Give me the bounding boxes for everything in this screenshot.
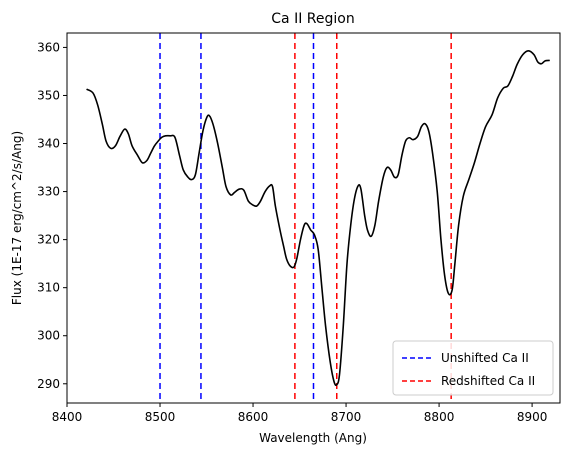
y-tick-label: 300 — [37, 329, 60, 343]
x-tick-label: 8400 — [52, 410, 83, 424]
y-tick-label: 340 — [37, 137, 60, 151]
y-tick-label: 290 — [37, 377, 60, 391]
x-tick-label: 8900 — [517, 410, 548, 424]
y-tick-label: 320 — [37, 233, 60, 247]
legend-label-redshifted: Redshifted Ca II — [441, 374, 535, 388]
y-tick-label: 310 — [37, 281, 60, 295]
y-tick-label: 330 — [37, 185, 60, 199]
y-axis-label: Flux (1E-17 erg/cm^2/s/Ang) — [10, 131, 24, 305]
x-tick-label: 8600 — [238, 410, 269, 424]
legend-label-unshifted: Unshifted Ca II — [441, 351, 529, 365]
y-tick-label: 350 — [37, 88, 60, 102]
x-axis-label: Wavelength (Ang) — [259, 431, 367, 445]
y-tick-label: 360 — [37, 40, 60, 54]
chart-title: Ca II Region — [271, 11, 354, 27]
x-tick-label: 8500 — [145, 410, 176, 424]
x-tick-label: 8800 — [424, 410, 455, 424]
legend: Unshifted Ca II Redshifted Ca II — [393, 341, 553, 395]
x-tick-label: 8700 — [331, 410, 362, 424]
